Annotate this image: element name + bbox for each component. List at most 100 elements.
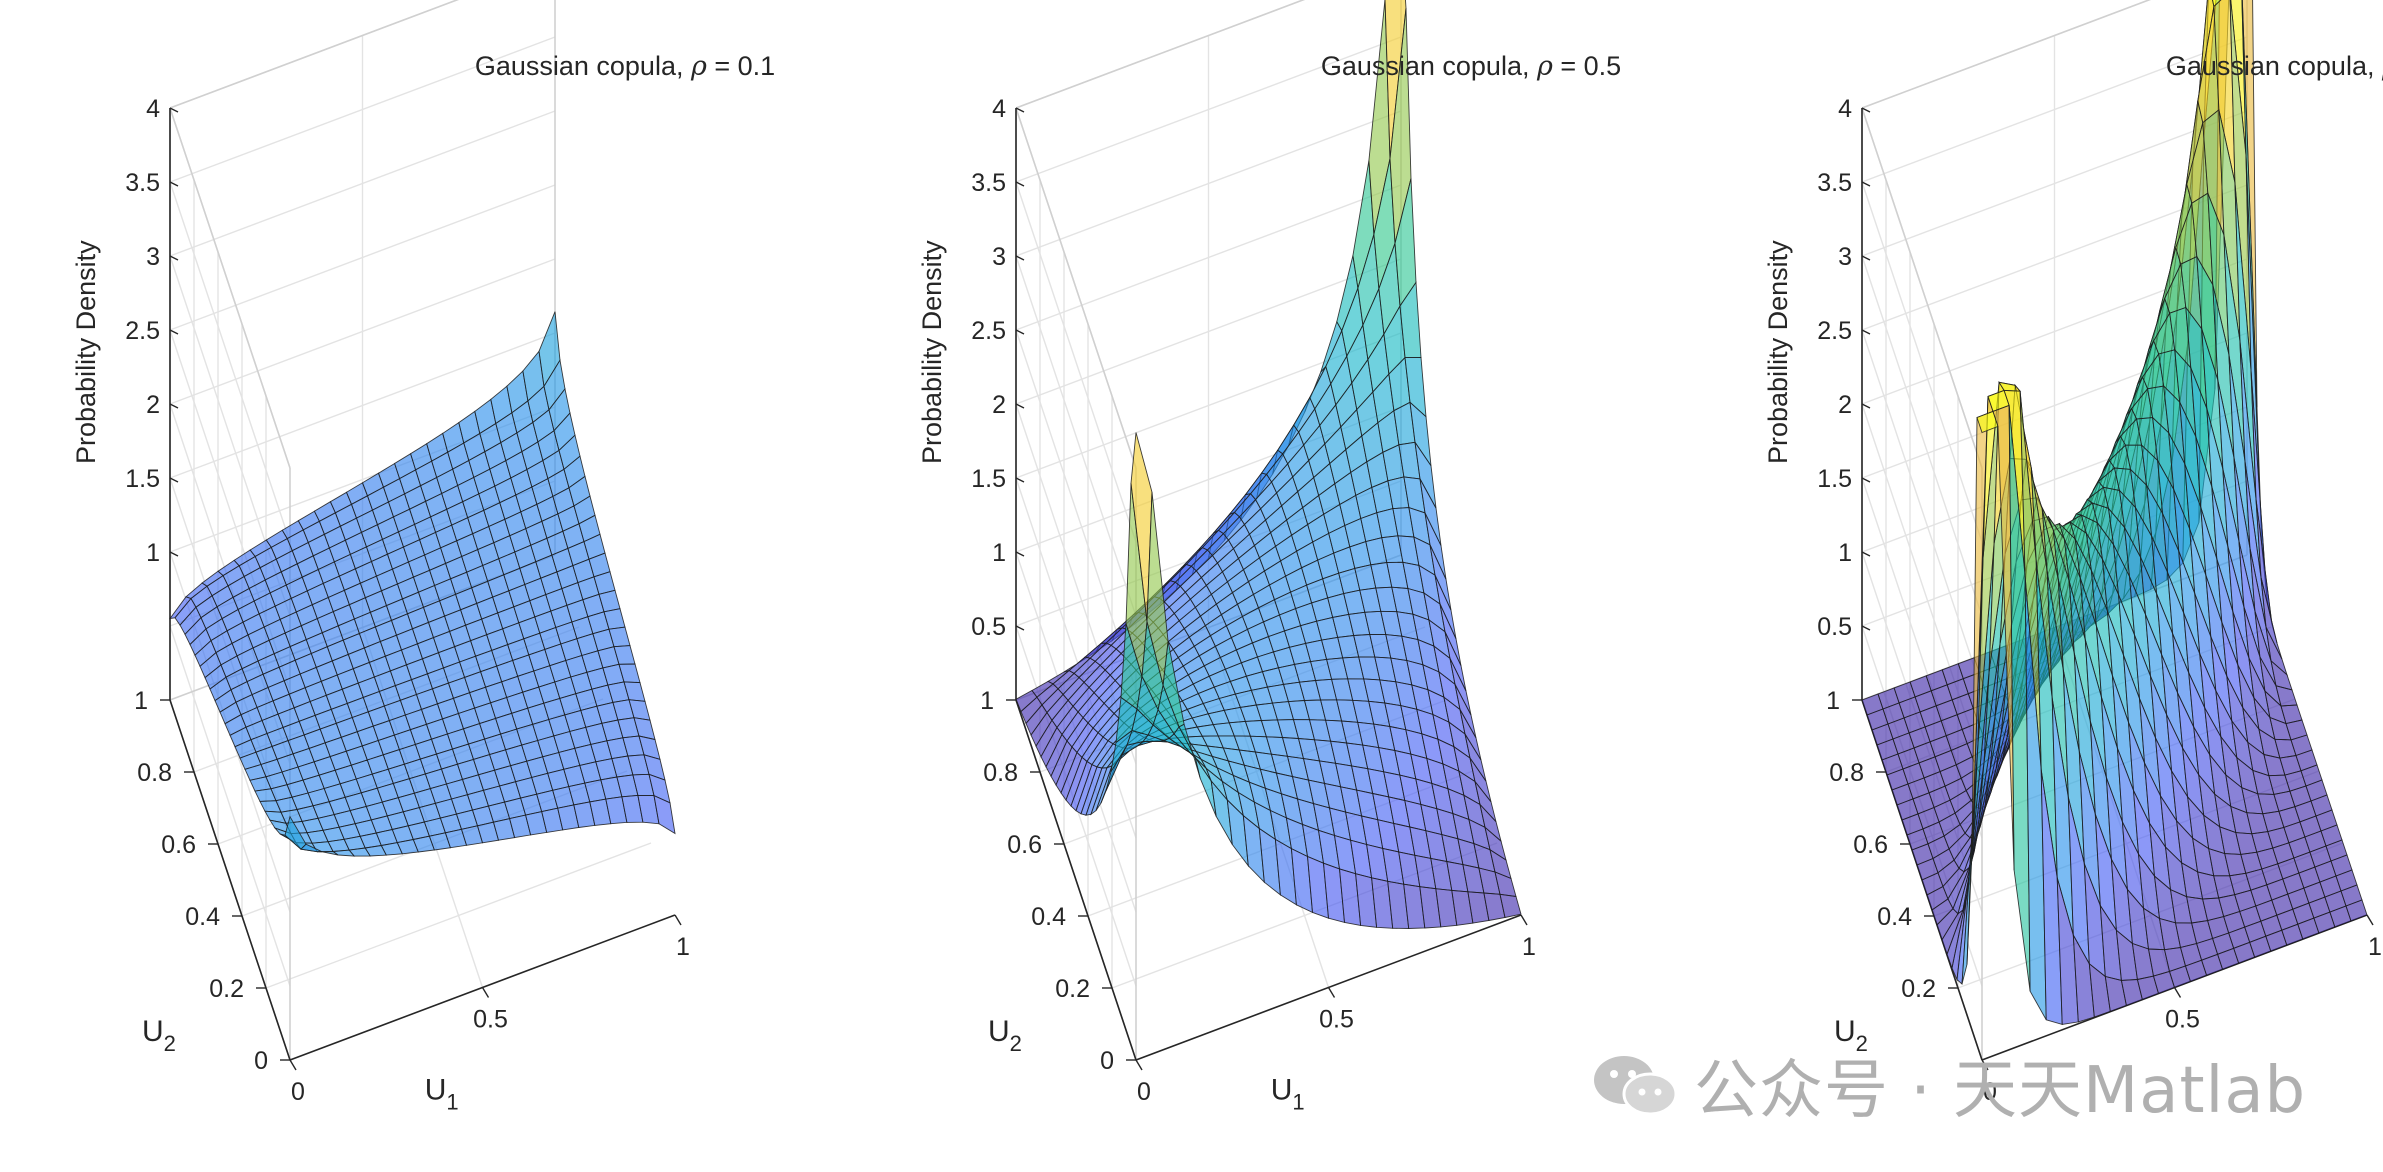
density-surface [169, 311, 676, 857]
z-tick-mark [169, 403, 179, 409]
z-tick-mark [1015, 255, 1025, 261]
y-tick-label: 1 [980, 687, 994, 715]
title-rho-symbol: ρ [1536, 51, 1553, 82]
z-tick-label: 4 [1838, 95, 1852, 123]
x-tick-mark [289, 1059, 297, 1071]
x-tick-mark [674, 914, 682, 926]
x-tick-label: 1 [2368, 933, 2382, 961]
z-tick-mark [1861, 181, 1871, 187]
z-tick-mark [1015, 551, 1025, 557]
surface-patch [2345, 899, 2368, 922]
z-tick-mark [1861, 551, 1871, 557]
z-tick-label: 1.5 [125, 465, 160, 493]
z-tick-label: 1 [1838, 539, 1852, 567]
x-tick-mark [1327, 987, 1336, 998]
density-surface [1861, 0, 2368, 1026]
wechat-logo-icon [1590, 1050, 1680, 1120]
x-tick-mark [1135, 1059, 1143, 1071]
x-axis-label: U1 [425, 1073, 459, 1114]
z-tick-mark [1015, 329, 1025, 335]
x-tick-label: 0.5 [2165, 1006, 2200, 1034]
z-tick-label: 3 [146, 243, 160, 271]
x-tick-label: 0 [1983, 1078, 1997, 1106]
z-tick-label: 3.5 [971, 169, 1006, 197]
z-tick-label: 2 [1838, 391, 1852, 419]
y-tick-label: 1 [1826, 687, 1840, 715]
z-tick-label: 2.5 [1817, 317, 1852, 345]
z-tick-label: 4 [992, 95, 1006, 123]
z-tick-mark [1861, 255, 1871, 261]
y-tick-label: 0.4 [1877, 903, 1912, 931]
y-tick-label: 0.2 [1055, 975, 1090, 1003]
y-tick-label: 0.8 [137, 759, 172, 787]
z-tick-mark [169, 181, 179, 187]
z-tick-mark [1015, 625, 1025, 631]
y-tick-label: 0.6 [161, 831, 196, 859]
watermark: 公众号 · 天天Matlab [1590, 1040, 2306, 1130]
z-tick-mark [1015, 181, 1025, 187]
y-tick-label: 0.6 [1853, 831, 1888, 859]
z-tick-mark [1015, 403, 1025, 409]
y-axis-label-subscript: 2 [1010, 1031, 1022, 1056]
z-tick-label: 1 [992, 539, 1006, 567]
watermark-text: 公众号 · 天天Matlab [1694, 1054, 2307, 1128]
z-tick-mark [1861, 625, 1871, 631]
z-tick-mark [1861, 477, 1871, 483]
y-tick-label: 0.8 [983, 759, 1018, 787]
z-tick-mark [169, 329, 179, 335]
z-tick-label: 4 [146, 95, 160, 123]
z-tick-mark [169, 477, 179, 483]
x-tick-mark [481, 987, 490, 998]
z-tick-label: 3.5 [125, 169, 160, 197]
chart-panel-rho-0.1: 0 0.5 1 0 0.2 0.4 0.6 0.8 1 1 1.5 2 2.5 3 3.5 4 Probabil… [71, 0, 775, 1114]
z-tick-label: 1 [146, 539, 160, 567]
y-axis-label: U2 [142, 1015, 176, 1056]
title-text: Gaussian copula, [2166, 51, 2382, 81]
x-tick-label: 0.5 [1319, 1006, 1354, 1034]
chart-title: Gaussian copula, ρ = 0.9 [2166, 51, 2383, 82]
x-tick-mark [2366, 914, 2374, 926]
z-tick-mark [1015, 107, 1025, 113]
x-tick-label: 1 [676, 933, 690, 961]
surface-patch [1499, 893, 1522, 919]
z-tick-label: 0.5 [1817, 613, 1852, 641]
surface-patch [653, 794, 676, 835]
z-tick-label: 3.5 [1817, 169, 1852, 197]
z-tick-label: 1.5 [1817, 465, 1852, 493]
title-value: = 0.5 [1553, 51, 1621, 81]
x-axis-label: U1 [1271, 1073, 1305, 1114]
z-tick-mark [169, 255, 179, 261]
title-text: Gaussian copula, [475, 51, 691, 81]
y-tick-label: 0 [1100, 1047, 1114, 1075]
title-text: Gaussian copula, [1321, 51, 1537, 81]
z-axis-label: Probability Density [1763, 240, 1793, 464]
y-tick-label: 0.2 [1901, 975, 1936, 1003]
x-tick-label: 0 [291, 1078, 305, 1106]
z-tick-mark [1861, 107, 1871, 113]
y-axis-label-subscript: 2 [1856, 1031, 1868, 1056]
x-tick-mark [1520, 914, 1528, 926]
title-value: = 0.1 [707, 51, 775, 81]
density-surface [1015, 0, 1522, 929]
x-axis-label-subscript: 1 [1292, 1089, 1304, 1114]
z-tick-mark [1861, 329, 1871, 335]
chart-title: Gaussian copula, ρ = 0.1 [475, 51, 775, 82]
title-rho-symbol: ρ [2381, 51, 2383, 82]
y-tick-label: 0 [254, 1047, 268, 1075]
x-tick-mark [1981, 1059, 1989, 1071]
y-tick-label: 1 [134, 687, 148, 715]
y-tick-label: 0.4 [185, 903, 220, 931]
z-tick-label: 1.5 [971, 465, 1006, 493]
title-rho-symbol: ρ [690, 51, 707, 82]
z-tick-label: 2.5 [125, 317, 160, 345]
z-axis-label: Probability Density [917, 240, 947, 464]
y-tick-label: 0.4 [1031, 903, 1066, 931]
z-tick-label: 2.5 [971, 317, 1006, 345]
y-tick-label: 0.6 [1007, 831, 1042, 859]
chart-panel-rho-0.9: 0 0.5 1 0.2 0.4 0.6 0.8 1 0.5 1 1.5 2 2.5 3 3.5 4 Probab… [1763, 0, 2383, 1106]
y-tick-label: 0.8 [1829, 759, 1864, 787]
z-tick-mark [1015, 477, 1025, 483]
x-tick-mark [2173, 987, 2182, 998]
z-tick-mark [1861, 403, 1871, 409]
